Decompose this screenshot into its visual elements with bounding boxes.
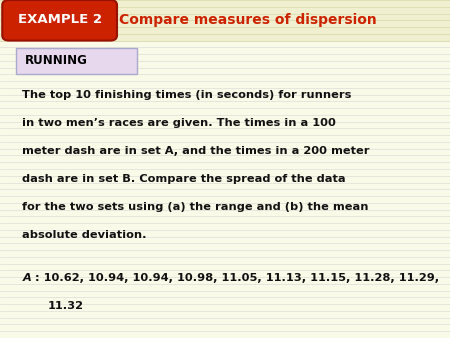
FancyBboxPatch shape xyxy=(16,48,137,74)
Text: in two men’s races are given. The times in a 100: in two men’s races are given. The times … xyxy=(22,118,337,128)
Text: Compare measures of dispersion: Compare measures of dispersion xyxy=(119,13,377,27)
Text: 11.32: 11.32 xyxy=(47,301,83,311)
FancyBboxPatch shape xyxy=(2,0,117,41)
Text: The top 10 finishing times (in seconds) for runners: The top 10 finishing times (in seconds) … xyxy=(22,90,352,100)
Text: meter dash are in set A, and the times in a 200 meter: meter dash are in set A, and the times i… xyxy=(22,146,370,156)
Text: dash are in set B. Compare the spread of the data: dash are in set B. Compare the spread of… xyxy=(22,174,346,184)
FancyBboxPatch shape xyxy=(0,0,450,41)
Text: for the two sets using (a) the range and (b) the mean: for the two sets using (a) the range and… xyxy=(22,202,369,212)
Text: EXAMPLE 2: EXAMPLE 2 xyxy=(18,13,102,26)
Text: absolute deviation.: absolute deviation. xyxy=(22,230,147,240)
Text: : 10.62, 10.94, 10.94, 10.98, 11.05, 11.13, 11.15, 11.28, 11.29,: : 10.62, 10.94, 10.94, 10.98, 11.05, 11.… xyxy=(35,273,439,283)
Text: A: A xyxy=(22,273,31,283)
Text: RUNNING: RUNNING xyxy=(25,54,88,67)
